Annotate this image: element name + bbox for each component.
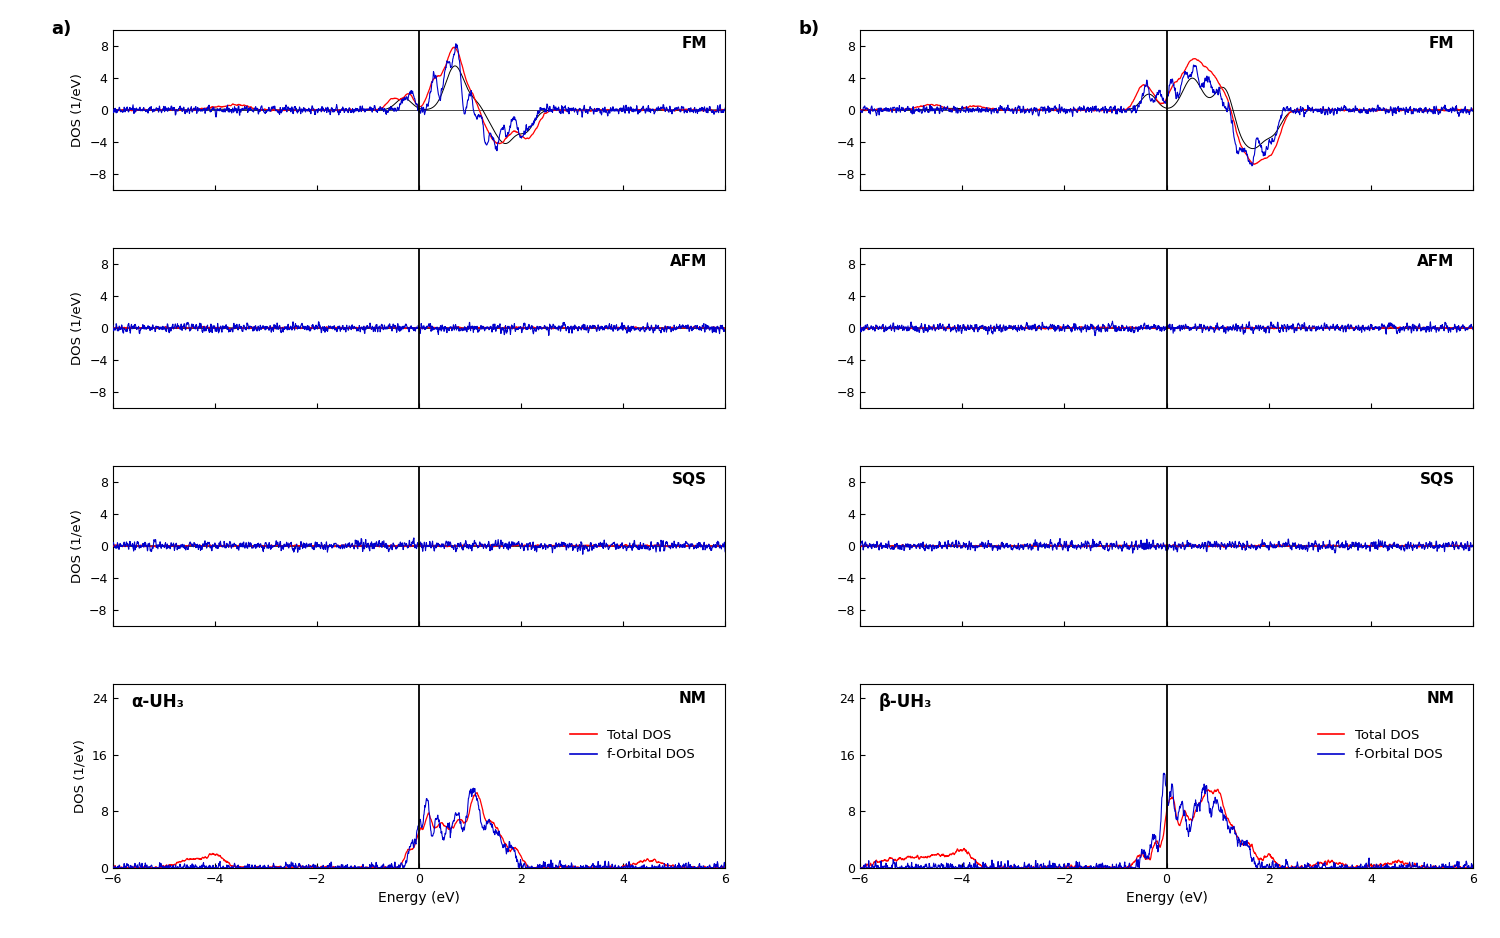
Y-axis label: DOS (1/eV): DOS (1/eV) — [70, 73, 84, 147]
Text: SQS: SQS — [672, 472, 706, 487]
Text: α-UH₃: α-UH₃ — [130, 693, 184, 711]
X-axis label: Energy (eV): Energy (eV) — [1125, 891, 1208, 905]
Text: b): b) — [800, 21, 820, 38]
X-axis label: Energy (eV): Energy (eV) — [378, 891, 460, 905]
Y-axis label: DOS (1/eV): DOS (1/eV) — [70, 509, 84, 582]
Text: β-UH₃: β-UH₃ — [879, 693, 932, 711]
Legend: Total DOS, f-Orbital DOS: Total DOS, f-Orbital DOS — [566, 723, 700, 766]
Text: NM: NM — [680, 691, 706, 706]
Text: AFM: AFM — [669, 254, 706, 269]
Text: a): a) — [51, 21, 72, 38]
Text: AFM: AFM — [1418, 254, 1455, 269]
Text: NM: NM — [1426, 691, 1455, 706]
Text: FM: FM — [1430, 37, 1455, 52]
Text: FM: FM — [681, 37, 706, 52]
Y-axis label: DOS (1/eV): DOS (1/eV) — [74, 739, 87, 812]
Y-axis label: DOS (1/eV): DOS (1/eV) — [70, 291, 84, 365]
Legend: Total DOS, f-Orbital DOS: Total DOS, f-Orbital DOS — [1312, 723, 1448, 766]
Text: SQS: SQS — [1419, 472, 1455, 487]
